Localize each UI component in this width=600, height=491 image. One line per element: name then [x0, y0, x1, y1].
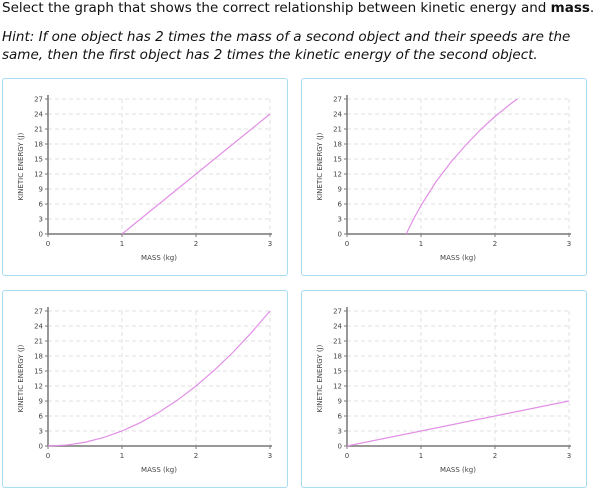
y-tick-label: 21: [333, 338, 342, 346]
question: Select the graph that shows the correct …: [2, 0, 594, 16]
y-tick-label: 18: [333, 353, 342, 361]
x-tick-label: 1: [419, 240, 423, 248]
y-tick-label: 24: [333, 111, 342, 119]
question-text: Select the graph that shows the correct …: [2, 0, 547, 16]
y-tick-label: 18: [34, 141, 43, 149]
y-tick-label: 3: [39, 216, 43, 224]
data-line: [121, 113, 271, 235]
x-tick-label: 0: [46, 452, 50, 460]
x-tick-label: 2: [194, 452, 198, 460]
y-tick-label: 0: [338, 231, 342, 239]
y-tick-label: 18: [34, 353, 43, 361]
x-tick-label: 1: [419, 452, 423, 460]
answer-option[interactable]: 0 3 6 9 12 15 18 21 24 27 0 1 2 3 MASS (kg) KINETIC ENE…: [2, 290, 288, 488]
y-tick-label: 15: [34, 368, 43, 376]
y-axis-label: KINETIC ENERGY (J): [316, 344, 324, 412]
x-axis-label: MASS (kg): [440, 254, 476, 262]
answer-option[interactable]: 0 3 6 9 12 15 18 21 24 27 0 1 2 3 MASS (kg) KINETIC ENE…: [301, 78, 587, 276]
data-line: [47, 310, 271, 447]
answer-option[interactable]: 0 3 6 9 12 15 18 21 24 27 0 1 2 3 MASS (kg) KINETIC ENE…: [2, 78, 288, 276]
y-tick-label: 15: [333, 156, 342, 164]
x-tick-label: 0: [46, 240, 50, 248]
x-tick-label: 2: [493, 452, 497, 460]
x-tick-label: 3: [268, 452, 272, 460]
y-tick-label: 12: [333, 171, 342, 179]
y-tick-label: 0: [39, 231, 43, 239]
answer-option[interactable]: 0 3 6 9 12 15 18 21 24 27 0 1 2 3 MASS (kg) KINETIC ENE…: [301, 290, 587, 488]
x-tick-label: 0: [345, 240, 349, 248]
y-tick-label: 21: [34, 126, 43, 134]
data-line: [405, 98, 518, 235]
y-tick-label: 3: [338, 428, 342, 436]
y-tick-label: 18: [333, 141, 342, 149]
y-tick-label: 3: [39, 428, 43, 436]
x-tick-label: 3: [567, 452, 571, 460]
hint: Hint: If one object has 2 times the mass…: [2, 29, 571, 63]
question-emphasis: mass: [550, 0, 590, 16]
y-tick-label: 12: [34, 171, 43, 179]
y-tick-label: 21: [34, 338, 43, 346]
y-tick-label: 6: [338, 413, 343, 421]
x-tick-label: 2: [194, 240, 198, 248]
y-tick-label: 15: [333, 368, 342, 376]
y-axis-label: KINETIC ENERGY (J): [316, 132, 324, 200]
y-tick-label: 9: [338, 186, 342, 194]
y-tick-label: 12: [333, 383, 342, 391]
x-axis-label: MASS (kg): [141, 466, 177, 474]
y-tick-label: 27: [333, 308, 342, 316]
y-tick-label: 6: [338, 201, 343, 209]
x-tick-label: 0: [345, 452, 349, 460]
x-axis-label: MASS (kg): [141, 254, 177, 262]
x-tick-label: 3: [268, 240, 272, 248]
y-tick-label: 6: [39, 413, 44, 421]
y-tick-label: 0: [39, 443, 43, 451]
y-tick-label: 27: [34, 308, 43, 316]
y-tick-label: 27: [333, 96, 342, 104]
x-tick-label: 1: [120, 240, 124, 248]
y-tick-label: 12: [34, 383, 43, 391]
y-tick-label: 0: [338, 443, 342, 451]
y-tick-label: 9: [338, 398, 342, 406]
y-axis-label: KINETIC ENERGY (J): [17, 132, 25, 200]
y-tick-label: 24: [34, 111, 43, 119]
y-axis-label: KINETIC ENERGY (J): [17, 344, 25, 412]
x-axis-label: MASS (kg): [440, 466, 476, 474]
x-tick-label: 3: [567, 240, 571, 248]
y-tick-label: 21: [333, 126, 342, 134]
question-end: .: [589, 0, 595, 16]
y-tick-label: 24: [34, 323, 43, 331]
y-tick-label: 15: [34, 156, 43, 164]
x-tick-label: 1: [120, 452, 124, 460]
y-tick-label: 27: [34, 96, 43, 104]
data-line: [346, 400, 570, 447]
y-tick-label: 9: [39, 398, 43, 406]
y-tick-label: 3: [338, 216, 342, 224]
x-tick-label: 2: [493, 240, 497, 248]
y-tick-label: 24: [333, 323, 342, 331]
y-tick-label: 6: [39, 201, 44, 209]
y-tick-label: 9: [39, 186, 43, 194]
